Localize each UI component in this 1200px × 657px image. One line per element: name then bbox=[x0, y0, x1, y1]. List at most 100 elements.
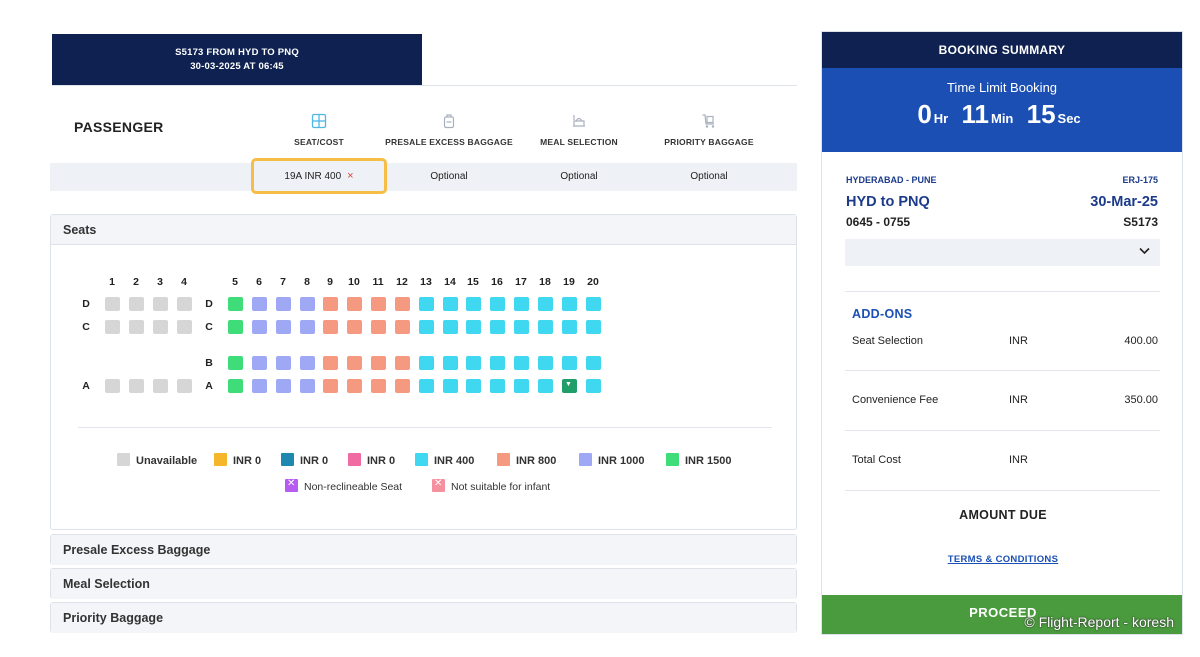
section-meal-selection[interactable]: Meal Selection bbox=[50, 568, 797, 599]
seats-panel-title[interactable]: Seats bbox=[51, 215, 796, 245]
seat-13a[interactable] bbox=[419, 379, 434, 393]
seat-14a[interactable] bbox=[443, 379, 458, 393]
seat-4a[interactable] bbox=[177, 379, 192, 393]
seat-20a[interactable] bbox=[586, 379, 601, 393]
seat-9c[interactable] bbox=[323, 320, 338, 334]
remove-seat-icon[interactable]: × bbox=[347, 170, 354, 182]
seat-1d[interactable] bbox=[105, 297, 120, 311]
seat-5b[interactable] bbox=[228, 356, 243, 370]
seat-17c[interactable] bbox=[514, 320, 529, 334]
seat-13c[interactable] bbox=[419, 320, 434, 334]
seat-18c[interactable] bbox=[538, 320, 553, 334]
seat-13d[interactable] bbox=[419, 297, 434, 311]
addons-title: ADD-ONS bbox=[852, 307, 913, 321]
seat-1a[interactable] bbox=[105, 379, 120, 393]
seat-2d[interactable] bbox=[129, 297, 144, 311]
seat-row-label: D bbox=[205, 298, 213, 310]
seat-9a[interactable] bbox=[323, 379, 338, 393]
seat-17b[interactable] bbox=[514, 356, 529, 370]
seat-16a[interactable] bbox=[490, 379, 505, 393]
seat-20c[interactable] bbox=[586, 320, 601, 334]
seat-3c[interactable] bbox=[153, 320, 168, 334]
seat-9d[interactable] bbox=[323, 297, 338, 311]
terms-link[interactable]: TERMS & CONDITIONS bbox=[947, 554, 1059, 565]
seat-13b[interactable] bbox=[419, 356, 434, 370]
seat-15b[interactable] bbox=[466, 356, 481, 370]
seat-6a[interactable] bbox=[252, 379, 267, 393]
seat-17d[interactable] bbox=[514, 297, 529, 311]
seat-6c[interactable] bbox=[252, 320, 267, 334]
seat-16c[interactable] bbox=[490, 320, 505, 334]
seat-7b[interactable] bbox=[276, 356, 291, 370]
seat-11d[interactable] bbox=[371, 297, 386, 311]
seat-11a[interactable] bbox=[371, 379, 386, 393]
seat-19c[interactable] bbox=[562, 320, 577, 334]
legend-label: INR 0 bbox=[300, 455, 329, 467]
seat-4c[interactable] bbox=[177, 320, 192, 334]
seat-3d[interactable] bbox=[153, 297, 168, 311]
flight-tab[interactable]: S5173 FROM HYD TO PNQ 30-03-2025 AT 06:4… bbox=[52, 34, 422, 85]
seat-4d[interactable] bbox=[177, 297, 192, 311]
seat-8a[interactable] bbox=[300, 379, 315, 393]
seat-11c[interactable] bbox=[371, 320, 386, 334]
seat-14b[interactable] bbox=[443, 356, 458, 370]
seat-14d[interactable] bbox=[443, 297, 458, 311]
seat-12c[interactable] bbox=[395, 320, 410, 334]
seat-19d[interactable] bbox=[562, 297, 577, 311]
seat-8d[interactable] bbox=[300, 297, 315, 311]
seat-5c[interactable] bbox=[228, 320, 243, 334]
seat-12d[interactable] bbox=[395, 297, 410, 311]
seat-selection-currency: INR bbox=[1009, 335, 1028, 347]
seat-14c[interactable] bbox=[443, 320, 458, 334]
flight-details-dropdown[interactable] bbox=[845, 239, 1160, 266]
seat-10d[interactable] bbox=[347, 297, 362, 311]
seat-12a[interactable] bbox=[395, 379, 410, 393]
seat-19a-selected[interactable] bbox=[562, 379, 577, 393]
seat-11b[interactable] bbox=[371, 356, 386, 370]
seat-18a[interactable] bbox=[538, 379, 553, 393]
seat-10a[interactable] bbox=[347, 379, 362, 393]
selected-seat-chip[interactable]: 19A INR 400 × bbox=[251, 158, 387, 194]
seat-7c[interactable] bbox=[276, 320, 291, 334]
seat-10b[interactable] bbox=[347, 356, 362, 370]
proceed-button[interactable]: PROCEED bbox=[822, 595, 1182, 634]
seat-18b[interactable] bbox=[538, 356, 553, 370]
seat-2a[interactable] bbox=[129, 379, 144, 393]
step-presale-baggage[interactable]: PRESALE EXCESS BAGGAGE bbox=[374, 113, 524, 147]
section-priority-baggage[interactable]: Priority Baggage bbox=[50, 602, 797, 633]
seat-15d[interactable] bbox=[466, 297, 481, 311]
seat-10c[interactable] bbox=[347, 320, 362, 334]
seat-1c[interactable] bbox=[105, 320, 120, 334]
seat-12b[interactable] bbox=[395, 356, 410, 370]
step-priority-baggage[interactable]: PRIORITY BAGGAGE bbox=[634, 113, 784, 147]
legend-item: INR 0 bbox=[348, 453, 395, 467]
seat-5a[interactable] bbox=[228, 379, 243, 393]
step-meal-selection[interactable]: MEAL SELECTION bbox=[504, 113, 654, 147]
seat-6d[interactable] bbox=[252, 297, 267, 311]
seat-8c[interactable] bbox=[300, 320, 315, 334]
seat-20d[interactable] bbox=[586, 297, 601, 311]
seat-6b[interactable] bbox=[252, 356, 267, 370]
section-presale-baggage[interactable]: Presale Excess Baggage bbox=[50, 534, 797, 565]
seat-3a[interactable] bbox=[153, 379, 168, 393]
seat-9b[interactable] bbox=[323, 356, 338, 370]
seat-19b[interactable] bbox=[562, 356, 577, 370]
seat-16b[interactable] bbox=[490, 356, 505, 370]
seat-15a[interactable] bbox=[466, 379, 481, 393]
seat-15c[interactable] bbox=[466, 320, 481, 334]
timer-label: Time Limit Booking bbox=[946, 80, 1058, 95]
seat-16d[interactable] bbox=[490, 297, 505, 311]
seat-2c[interactable] bbox=[129, 320, 144, 334]
seat-grid-icon bbox=[311, 113, 327, 129]
seat-20b[interactable] bbox=[586, 356, 601, 370]
seat-7d[interactable] bbox=[276, 297, 291, 311]
seat-column-number: 9 bbox=[327, 276, 333, 288]
step-seat-cost[interactable]: SEAT/COST bbox=[244, 113, 394, 147]
seat-8b[interactable] bbox=[300, 356, 315, 370]
seat-17a[interactable] bbox=[514, 379, 529, 393]
seat-5d[interactable] bbox=[228, 297, 243, 311]
seat-18d[interactable] bbox=[538, 297, 553, 311]
seat-7a[interactable] bbox=[276, 379, 291, 393]
seat-column-number: 20 bbox=[587, 276, 599, 288]
divider bbox=[845, 291, 1160, 292]
